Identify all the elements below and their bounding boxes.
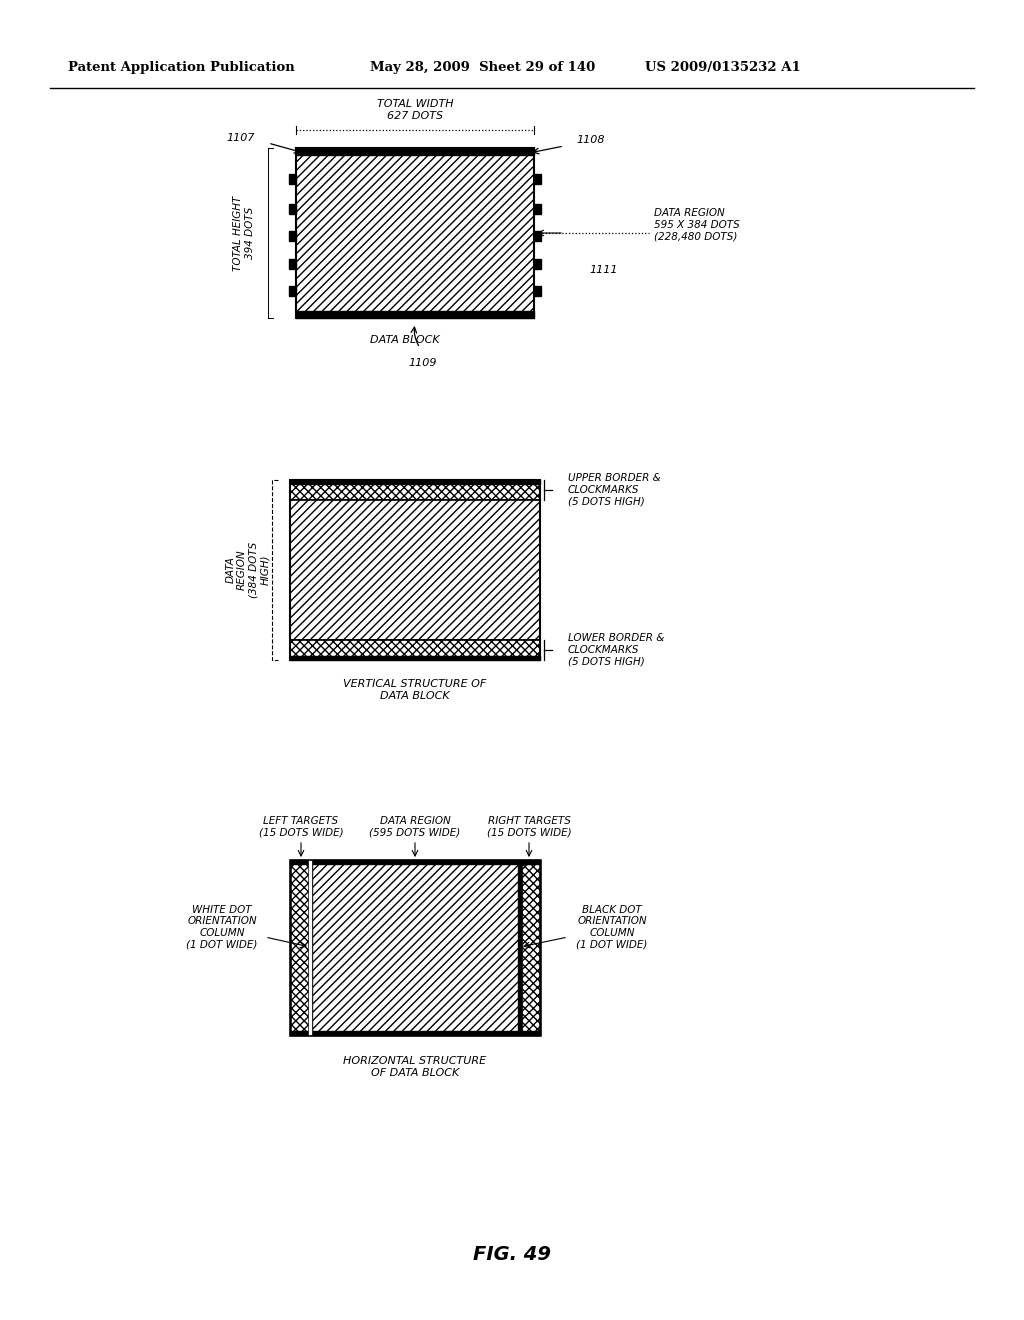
Text: 1107: 1107 xyxy=(226,133,255,143)
Bar xyxy=(290,640,540,660)
Text: DATA REGION
595 X 384 DOTS
(228,480 DOTS): DATA REGION 595 X 384 DOTS (228,480 DOTS… xyxy=(654,209,739,242)
Text: HORIZONTAL STRUCTURE
OF DATA BLOCK: HORIZONTAL STRUCTURE OF DATA BLOCK xyxy=(343,1056,486,1078)
Bar xyxy=(534,205,541,214)
Text: TOTAL WIDTH
627 DOTS: TOTAL WIDTH 627 DOTS xyxy=(377,99,454,121)
Bar xyxy=(296,148,534,318)
Text: VERTICAL STRUCTURE OF
DATA BLOCK: VERTICAL STRUCTURE OF DATA BLOCK xyxy=(343,680,486,701)
Bar xyxy=(290,1031,540,1035)
Text: RIGHT TARGETS
(15 DOTS WIDE): RIGHT TARGETS (15 DOTS WIDE) xyxy=(486,816,571,838)
Bar xyxy=(534,286,541,296)
Text: WHITE DOT
ORIENTATION
COLUMN
(1 DOT WIDE): WHITE DOT ORIENTATION COLUMN (1 DOT WIDE… xyxy=(186,904,258,949)
Bar xyxy=(289,174,296,183)
Bar xyxy=(308,861,312,1035)
Bar xyxy=(534,259,541,268)
Text: Patent Application Publication: Patent Application Publication xyxy=(68,62,295,74)
Bar xyxy=(289,286,296,296)
Bar xyxy=(290,500,540,640)
Text: FIG. 49: FIG. 49 xyxy=(473,1246,551,1265)
Text: TOTAL HEIGHT
394 DOTS: TOTAL HEIGHT 394 DOTS xyxy=(233,195,255,271)
Text: LEFT TARGETS
(15 DOTS WIDE): LEFT TARGETS (15 DOTS WIDE) xyxy=(259,816,343,838)
Bar xyxy=(290,861,312,1035)
Bar xyxy=(518,861,522,1035)
Bar xyxy=(312,861,518,1035)
Bar xyxy=(289,231,296,242)
Bar xyxy=(534,231,541,242)
Bar xyxy=(289,259,296,268)
Text: 1111: 1111 xyxy=(589,265,617,276)
Text: US 2009/0135232 A1: US 2009/0135232 A1 xyxy=(645,62,801,74)
Text: DATA
REGION
(384 DOTS
HIGH): DATA REGION (384 DOTS HIGH) xyxy=(225,543,270,598)
Bar xyxy=(290,480,540,500)
Text: BLACK DOT
ORIENTATION
COLUMN
(1 DOT WIDE): BLACK DOT ORIENTATION COLUMN (1 DOT WIDE… xyxy=(577,904,648,949)
Bar xyxy=(290,480,540,484)
Bar xyxy=(290,861,540,1035)
Text: 1108: 1108 xyxy=(575,135,604,145)
Bar xyxy=(290,656,540,660)
Bar xyxy=(518,861,540,1035)
Text: UPPER BORDER &
CLOCKMARKS
(5 DOTS HIGH): UPPER BORDER & CLOCKMARKS (5 DOTS HIGH) xyxy=(568,474,660,507)
Bar xyxy=(534,174,541,183)
Text: May 28, 2009  Sheet 29 of 140: May 28, 2009 Sheet 29 of 140 xyxy=(370,62,595,74)
Bar xyxy=(289,205,296,214)
Text: LOWER BORDER &
CLOCKMARKS
(5 DOTS HIGH): LOWER BORDER & CLOCKMARKS (5 DOTS HIGH) xyxy=(568,634,665,667)
Text: DATA BLOCK: DATA BLOCK xyxy=(371,335,440,345)
Text: DATA REGION
(595 DOTS WIDE): DATA REGION (595 DOTS WIDE) xyxy=(370,816,461,838)
Text: 1109: 1109 xyxy=(409,358,437,368)
Bar xyxy=(290,861,540,865)
Bar xyxy=(296,148,534,154)
Bar xyxy=(290,480,540,660)
Bar xyxy=(296,312,534,318)
